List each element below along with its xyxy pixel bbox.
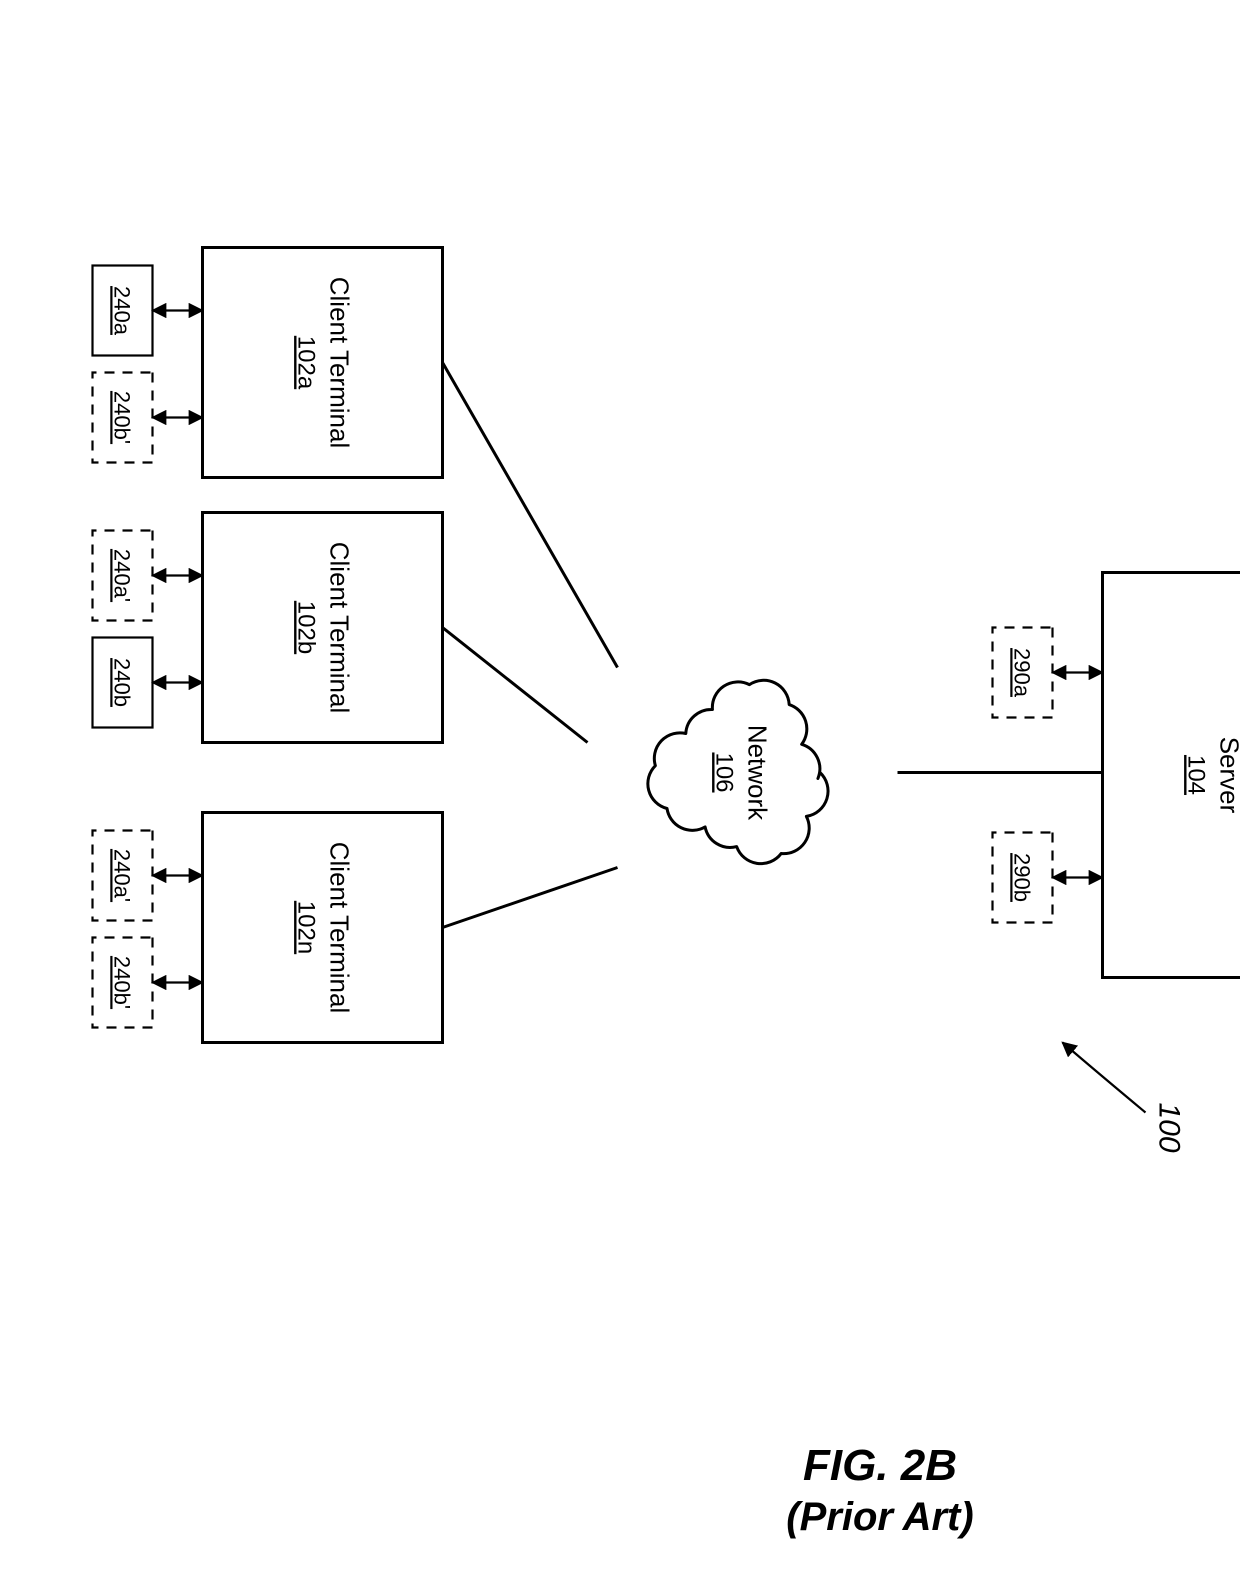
attachment-cb_right: 240b — [93, 638, 203, 728]
network-label: Network — [743, 725, 773, 821]
server-box: Server104 — [1103, 573, 1240, 978]
attachment-cb_left: 240a' — [93, 531, 203, 621]
client-terminal-b-label: Client Terminal — [325, 542, 355, 713]
attachment-server_a: 290a — [993, 628, 1103, 718]
attachment-server_a-ref: 290a — [1010, 648, 1035, 698]
figure-caption: FIG. 2B (Prior Art) — [786, 1441, 973, 1539]
system-ref: 100 — [1063, 1043, 1186, 1153]
client-terminal-b-ref: 102b — [293, 601, 320, 654]
client-terminal-a: Client Terminal102a — [203, 248, 443, 478]
attachment-server_b-ref: 290b — [1010, 853, 1035, 902]
edge-1 — [443, 363, 618, 668]
attachment-ca_right: 240b' — [93, 373, 203, 463]
network-cloud: Network106 — [648, 680, 828, 863]
client-terminal-n-label: Client Terminal — [325, 842, 355, 1013]
attachment-server_b: 290b — [993, 833, 1103, 923]
attachment-cn_left-ref: 240a' — [110, 849, 135, 902]
figure-title: FIG. 2B — [803, 1441, 957, 1490]
attachment-cn_right: 240b' — [93, 938, 203, 1028]
attachment-ca_left-ref: 240a — [110, 286, 135, 336]
client-terminal-a-ref: 102a — [293, 336, 320, 390]
server-box-ref: 104 — [1183, 755, 1210, 795]
network-ref: 106 — [711, 752, 738, 792]
attachment-cn_left: 240a' — [93, 831, 203, 921]
edge-3 — [443, 868, 618, 928]
client-terminal-b: Client Terminal102b — [203, 513, 443, 743]
attachment-ca_left: 240a — [93, 266, 203, 356]
attachment-cb_left-ref: 240a' — [110, 549, 135, 602]
client-terminal-a-label: Client Terminal — [325, 277, 355, 448]
attachment-cn_right-ref: 240b' — [110, 956, 135, 1009]
edge-2 — [443, 628, 588, 743]
attachment-cb_right-ref: 240b — [110, 658, 135, 707]
system-ref-number: 100 — [1153, 1102, 1186, 1152]
attachment-ca_right-ref: 240b' — [110, 391, 135, 444]
server-box-label: Server — [1215, 737, 1240, 814]
client-terminal-n: Client Terminal102n — [203, 813, 443, 1043]
figure-subtitle: (Prior Art) — [786, 1495, 973, 1539]
client-terminal-n-ref: 102n — [293, 901, 320, 954]
